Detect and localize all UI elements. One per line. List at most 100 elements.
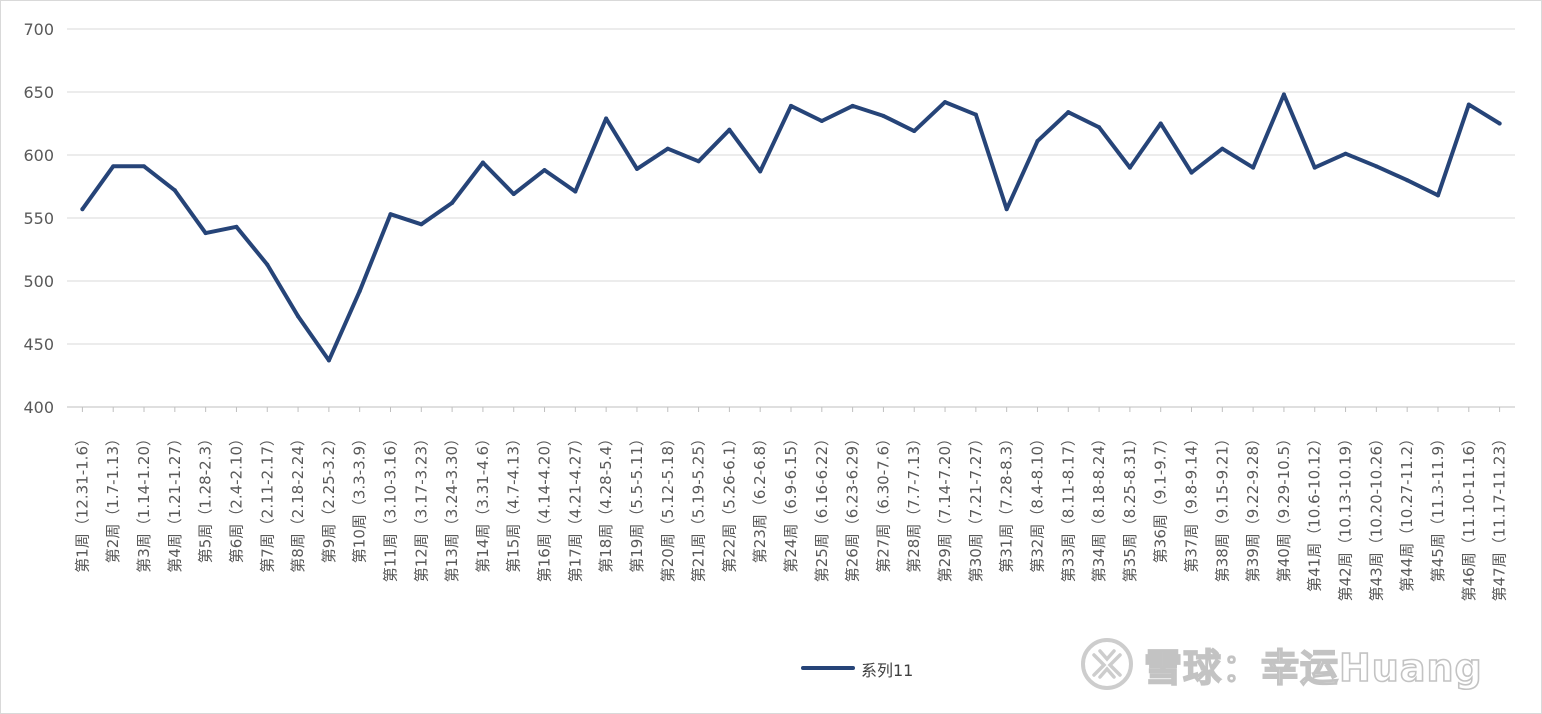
x-tick-label: 第16周（4.14-4.20） (536, 431, 554, 582)
x-tick-label: 第42周（10.13-10.19） (1337, 431, 1355, 601)
data-point (1004, 207, 1009, 212)
data-point (1405, 178, 1410, 183)
x-tick-label: 第3周（1.14-1.20） (135, 431, 153, 573)
data-point (1251, 165, 1256, 170)
data-point (634, 166, 639, 171)
gridlines (67, 28, 1515, 408)
x-tick-label: 第21周（5.19-5.25） (690, 431, 708, 582)
y-tick-label: 550 (23, 209, 54, 228)
data-point (1466, 102, 1471, 107)
data-point (234, 224, 239, 229)
x-tick-label: 第11周（3.10-3.16） (381, 431, 399, 582)
x-tick-label: 第30周（7.21-7.27） (967, 431, 985, 582)
watermark-text: 雪球：幸运Huang (1143, 645, 1483, 691)
x-tick-label: 第20周（5.12-5.18） (659, 431, 677, 582)
data-point (881, 113, 886, 118)
x-tick-label: 第8周（2.18-2.24） (289, 431, 307, 573)
x-tick-label: 第38周（9.15-9.21） (1213, 431, 1231, 582)
data-point (1189, 170, 1194, 175)
x-tick-label: 第12周（3.17-3.23） (412, 431, 430, 582)
y-tick-label: 650 (23, 83, 54, 102)
x-tick-label: 第34周（8.18-8.24） (1090, 431, 1108, 582)
x-tick-label: 第10周（3.3-3.9） (351, 431, 369, 563)
x-tick-label: 第43周（10.20-10.26） (1367, 431, 1385, 601)
data-point (696, 159, 701, 164)
x-tick-label: 第47周（11.17-11.23） (1491, 431, 1509, 601)
x-tick-label: 第15周（4.7-4.13） (505, 431, 523, 573)
data-point (1343, 151, 1348, 156)
legend: 系列11 (801, 661, 913, 680)
x-tick-label: 第23周（6.2-6.8） (751, 431, 769, 563)
series-layer (80, 92, 1502, 363)
data-point (1158, 121, 1163, 126)
x-tick-label: 第32周（8.4-8.10） (1028, 431, 1046, 573)
x-tick-label: 第17周（4.21-4.27） (566, 431, 584, 582)
x-tick-label: 第26周（6.23-6.29） (844, 431, 862, 582)
y-tick-label: 700 (23, 20, 54, 39)
x-tick-label: 第5周（1.28-2.3） (197, 431, 215, 563)
x-tick-label: 第33周（8.11-8.17） (1059, 431, 1077, 582)
x-tick-label: 第40周（9.29-10.5） (1275, 431, 1293, 582)
data-point (665, 146, 670, 151)
data-point (850, 103, 855, 108)
data-point (1097, 125, 1102, 130)
data-point (1497, 121, 1502, 126)
data-point (172, 188, 177, 193)
x-tick-label: 第37周（9.8-9.14） (1183, 431, 1201, 573)
data-point (419, 222, 424, 227)
x-tick-label: 第35周（8.25-8.31） (1121, 431, 1139, 582)
x-tick-label: 第24周（6.9-6.15） (782, 431, 800, 573)
data-point (1066, 110, 1071, 115)
y-tick-label: 400 (23, 398, 54, 417)
data-point (480, 160, 485, 165)
x-tick-label: 第44周（10.27-11.2） (1398, 431, 1416, 592)
data-point (573, 189, 578, 194)
data-point (203, 231, 208, 236)
y-axis: 400 450 500 550 600 650 700 (23, 20, 54, 417)
y-tick-label: 600 (23, 146, 54, 165)
data-point (542, 168, 547, 173)
x-tick-label: 第9周（2.25-3.2） (320, 431, 338, 563)
data-point (1127, 165, 1132, 170)
x-tick-label: 第25周（6.16-6.22） (813, 431, 831, 582)
data-point (265, 262, 270, 267)
x-tick-label: 第18周（4.28-5.4） (597, 431, 615, 573)
data-point (912, 129, 917, 134)
x-tick-label: 第27周（6.30-7.6） (874, 431, 892, 573)
x-tick-label: 第7周（2.11-2.17） (258, 431, 276, 573)
data-point (357, 289, 362, 294)
data-point (1220, 146, 1225, 151)
x-tick-label: 第1周（12.31-1.6） (73, 431, 91, 573)
data-point (789, 103, 793, 108)
x-tick-label: 第45周（11.3-11.9） (1429, 431, 1447, 582)
x-tick-label: 第6周（2.4-2.10） (227, 431, 245, 563)
series-line (80, 92, 1502, 363)
x-tick-label: 第46周（11.10-11.16） (1460, 431, 1478, 601)
data-point (1035, 139, 1040, 144)
data-point (819, 118, 824, 123)
x-tick-label: 第36周（9.1-9.7） (1152, 431, 1170, 563)
legend-label: 系列11 (861, 661, 913, 680)
data-point (604, 116, 609, 121)
x-tick-label: 第28周（7.7-7.13） (905, 431, 923, 573)
data-point (388, 212, 393, 217)
data-point (973, 112, 978, 117)
data-point (326, 358, 331, 363)
data-point (80, 207, 85, 212)
y-tick-label: 450 (23, 335, 54, 354)
data-point (511, 192, 516, 197)
x-tick-label: 第39周（9.22-9.28） (1244, 431, 1262, 582)
data-point (758, 169, 763, 174)
x-tick-label: 第4周（1.21-1.27） (166, 431, 184, 573)
x-axis: 第1周（12.31-1.6） 第2周（1.7-1.13） 第3周（1.14-1.20… (73, 407, 1509, 601)
x-tick-label: 第22周（5.26-6.1） (720, 431, 738, 573)
data-point (1435, 193, 1440, 198)
x-tick-label: 第19周（5.5-5.11） (628, 431, 646, 573)
x-tick-label: 第41周（10.6-10.12） (1306, 431, 1324, 592)
data-point (727, 127, 732, 132)
data-point (1374, 164, 1379, 169)
watermark: 雪球：幸运Huang (1080, 632, 1520, 696)
x-tick-label: 第13周（3.24-3.30） (443, 431, 461, 582)
data-point (1312, 165, 1317, 170)
